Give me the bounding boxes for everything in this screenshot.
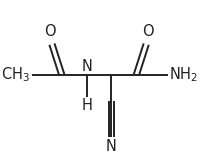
Text: H: H <box>81 98 92 113</box>
Text: O: O <box>44 24 56 40</box>
Text: N: N <box>81 59 92 73</box>
Text: N: N <box>106 139 117 154</box>
Text: O: O <box>142 24 154 40</box>
Text: NH$_2$: NH$_2$ <box>169 66 198 84</box>
Text: CH$_3$: CH$_3$ <box>1 66 30 84</box>
